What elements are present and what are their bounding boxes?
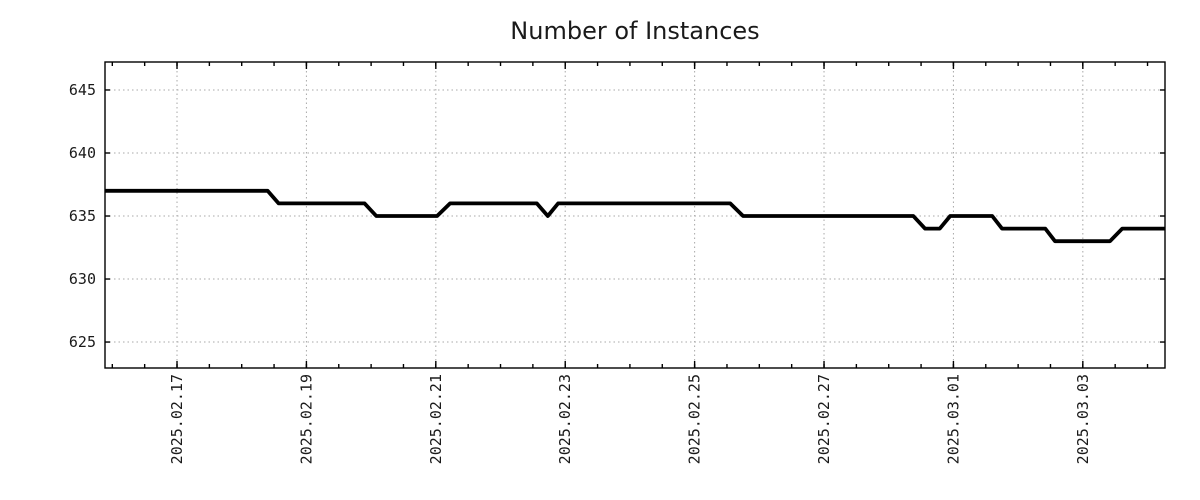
grid-layer bbox=[105, 62, 1165, 368]
x-tick-label: 2025.02.17 bbox=[168, 374, 186, 464]
y-tick-label: 640 bbox=[69, 144, 96, 162]
x-tick-label: 2025.02.25 bbox=[686, 374, 704, 464]
x-tick-label: 2025.02.21 bbox=[427, 374, 445, 464]
plot-frame bbox=[104, 61, 1166, 369]
chart-title: Number of Instances bbox=[510, 17, 759, 45]
x-tick-label: 2025.02.19 bbox=[297, 374, 315, 464]
series-line bbox=[105, 188, 1165, 244]
y-tick-label: 630 bbox=[69, 270, 96, 288]
label-layer: 2025.02.17 2025.02.19 2025.02.21 2025.02.23… bbox=[69, 81, 1092, 464]
y-tick-label: 625 bbox=[69, 333, 96, 351]
y-tick-label: 635 bbox=[69, 207, 96, 225]
x-tick-label: 2025.03.01 bbox=[944, 374, 962, 464]
x-tick-label: 2025.02.23 bbox=[556, 374, 574, 464]
x-tick-label: 2025.03.03 bbox=[1074, 374, 1092, 464]
series-layer bbox=[105, 188, 1165, 244]
tick-layer bbox=[105, 62, 1165, 368]
frame-layer bbox=[104, 61, 1166, 369]
y-tick-label: 645 bbox=[69, 81, 96, 99]
x-tick-label: 2025.02.27 bbox=[815, 374, 833, 464]
